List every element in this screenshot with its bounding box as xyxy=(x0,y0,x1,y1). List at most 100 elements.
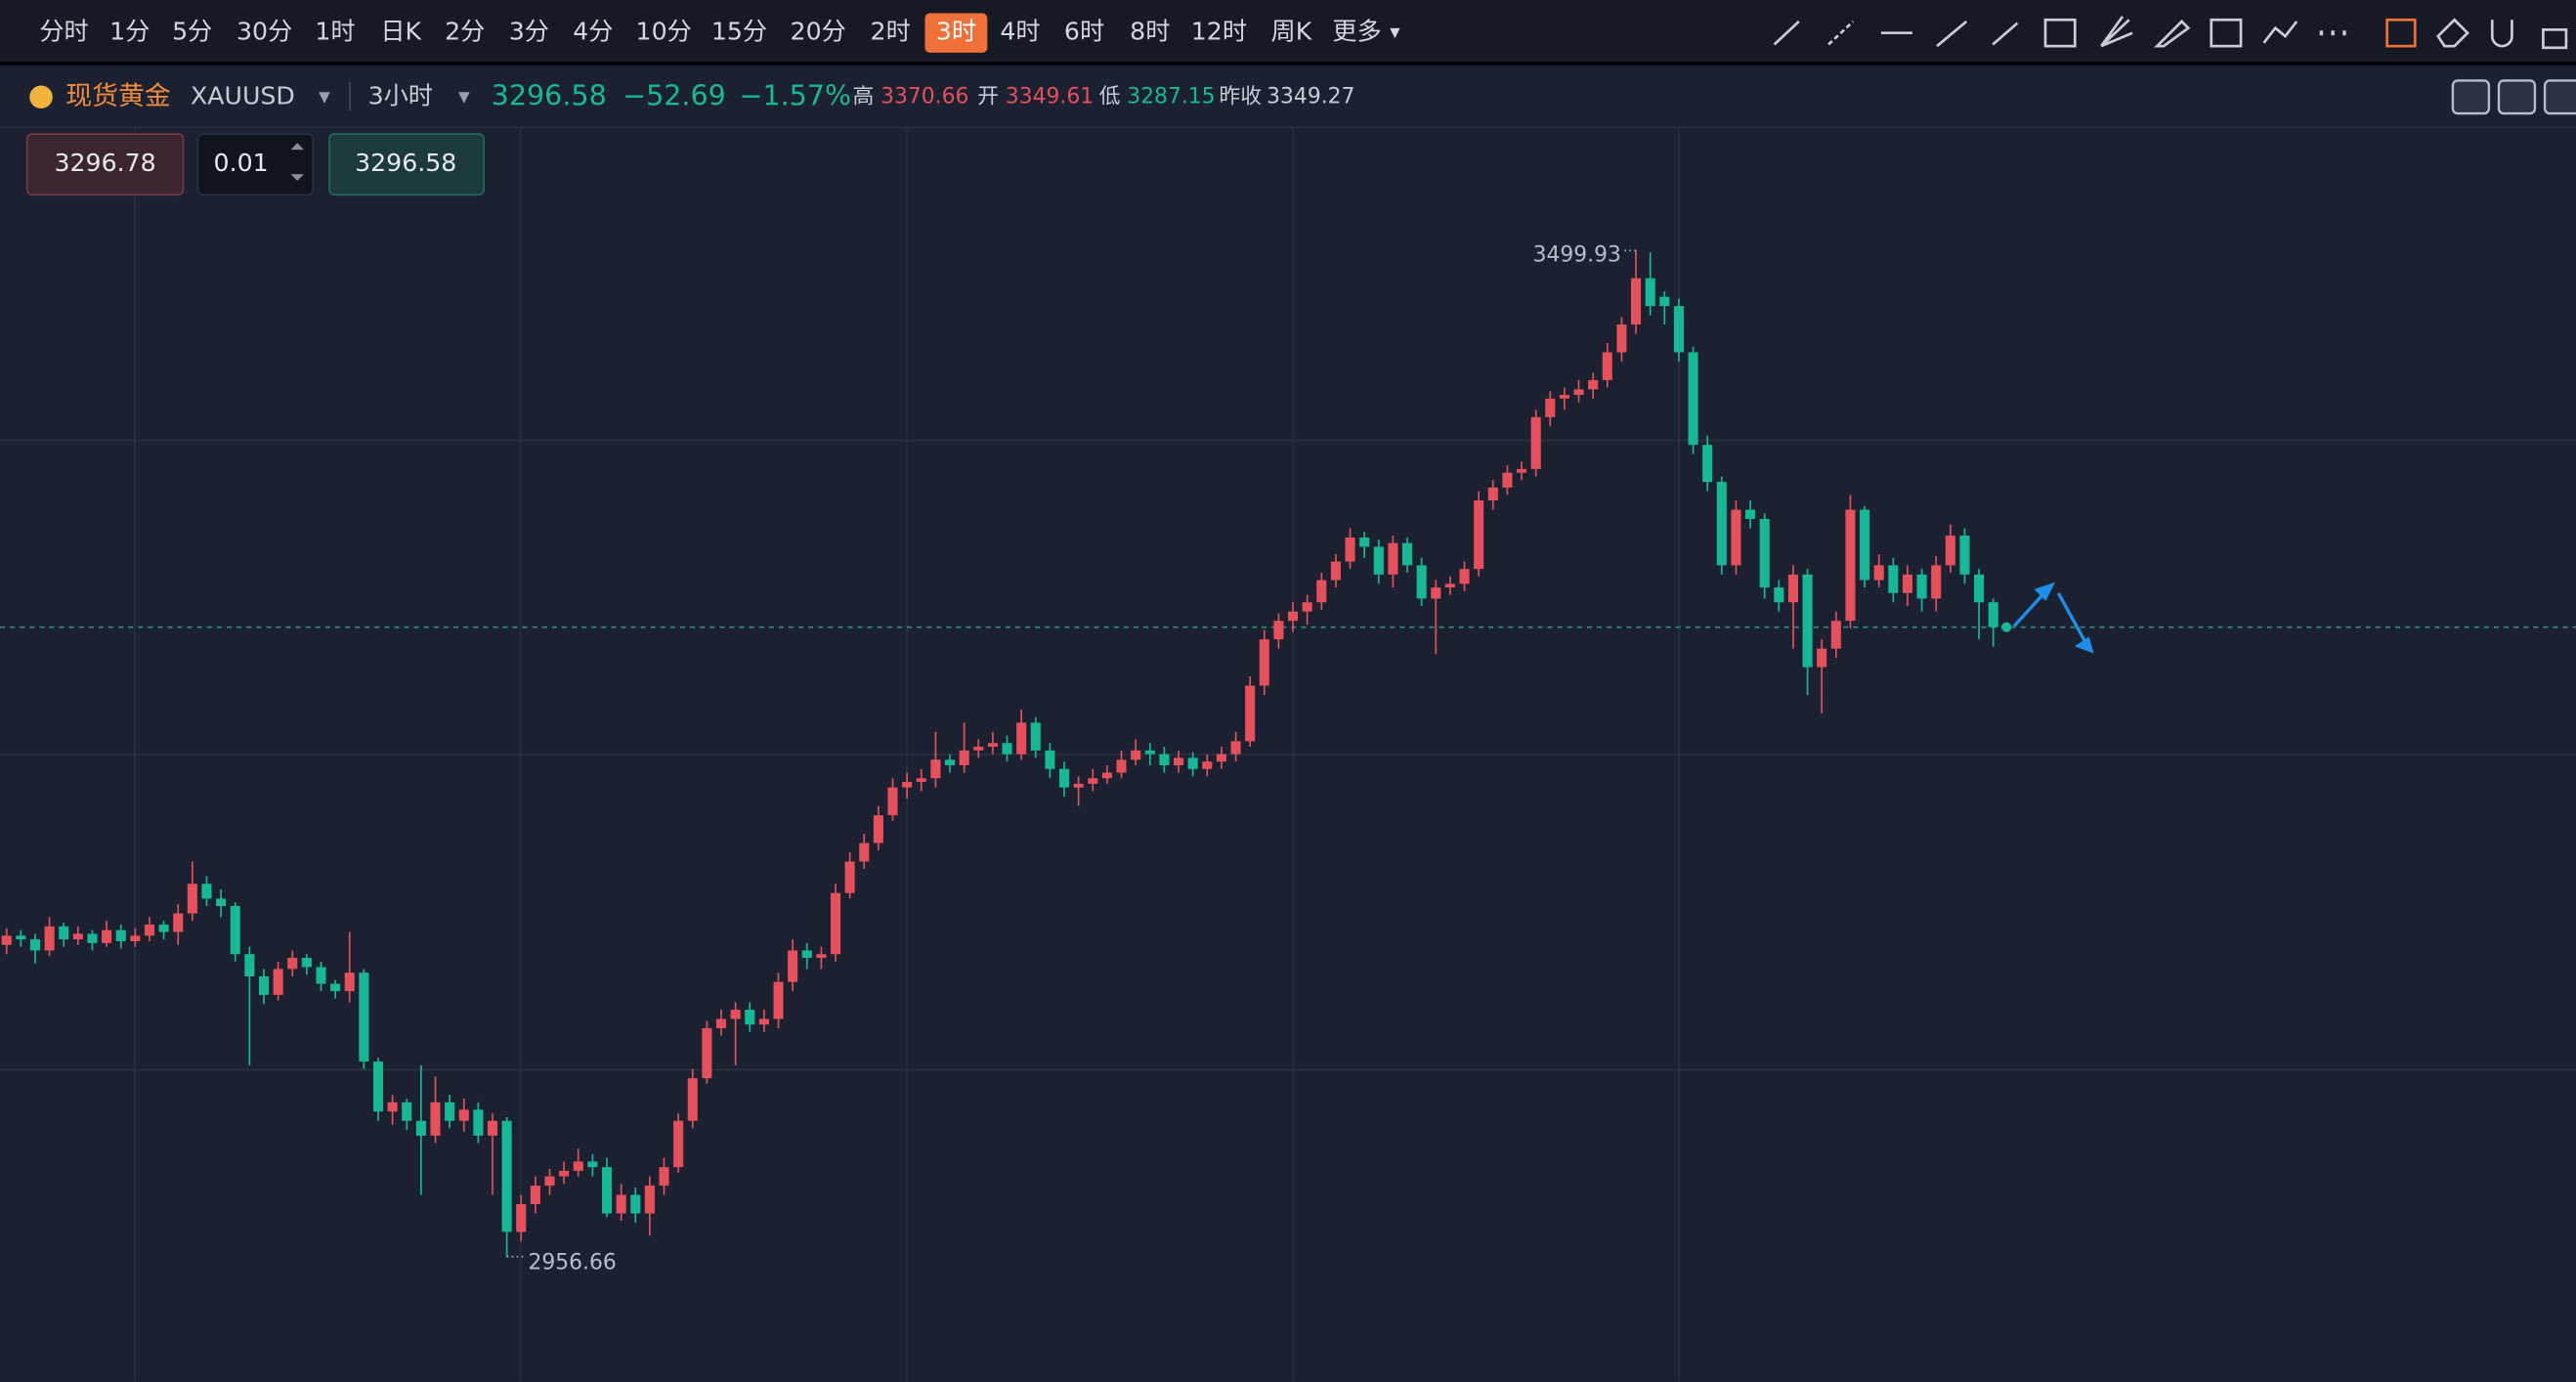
tool-icon[interactable] xyxy=(1936,20,1968,48)
interval-tab[interactable]: 8时 xyxy=(1130,18,1170,46)
dropdown-caret[interactable]: ▼ xyxy=(458,88,470,106)
candle-body xyxy=(1616,324,1627,353)
tool-icon[interactable] xyxy=(2490,20,2513,48)
interval-tab[interactable]: 1分 xyxy=(109,18,150,46)
interval-tab[interactable]: 2分 xyxy=(445,18,485,46)
candle-body xyxy=(258,975,270,995)
tool-icon[interactable] xyxy=(2043,18,2077,48)
candle-body xyxy=(1388,542,1398,575)
candle-body xyxy=(644,1186,655,1214)
interval-tab[interactable]: 更多 xyxy=(1332,18,1381,46)
interval-tab[interactable]: 日K xyxy=(380,18,422,46)
candle-body xyxy=(1431,587,1441,599)
interval-tab[interactable]: 30分 xyxy=(236,18,292,46)
interval-tab[interactable]: 2时 xyxy=(871,18,911,46)
candle-body xyxy=(1230,741,1241,755)
tool-icon[interactable] xyxy=(2542,28,2568,50)
interval-tab[interactable]: 15分 xyxy=(711,18,767,46)
high: 3370.66 xyxy=(880,84,968,108)
candle-body xyxy=(973,747,984,751)
arrowhead xyxy=(2074,636,2094,654)
sell-button[interactable] xyxy=(25,133,185,196)
candle-body xyxy=(1959,536,1970,575)
candle-body xyxy=(873,815,883,843)
interval-tab[interactable]: 4时 xyxy=(1000,18,1040,46)
candle-body xyxy=(1817,648,1827,668)
candle-body xyxy=(1144,750,1155,755)
tool-icon[interactable] xyxy=(2436,18,2469,48)
interval-tab[interactable]: 3时 xyxy=(936,18,976,46)
interval-tab[interactable]: 6时 xyxy=(1064,18,1104,46)
label: 低 xyxy=(1099,84,1121,108)
interval-tab[interactable]: 1时 xyxy=(315,18,355,46)
candle-body xyxy=(916,778,926,783)
tool-icon[interactable] xyxy=(1773,20,1800,46)
candle-body xyxy=(316,967,326,984)
tool-icon[interactable] xyxy=(2154,20,2191,48)
tool-icon[interactable] xyxy=(2210,18,2243,48)
candle-body xyxy=(1545,398,1556,417)
candle-body xyxy=(287,958,298,970)
candle-body xyxy=(1202,761,1213,769)
tool-icon[interactable] xyxy=(1992,22,2019,46)
candle-body xyxy=(44,926,55,951)
candle-body xyxy=(1088,778,1098,784)
tool-icon[interactable] xyxy=(1827,20,1855,46)
dropdown-caret[interactable]: ▼ xyxy=(1390,26,1400,41)
candle-body xyxy=(1873,565,1884,581)
tool-icon[interactable] xyxy=(2385,18,2417,48)
candle-body xyxy=(730,1010,741,1019)
plot: 3499.93 2956.66 xyxy=(0,242,2576,1274)
tool-icon[interactable] xyxy=(2100,16,2133,48)
interval-tab[interactable]: 4分 xyxy=(573,18,613,46)
tool-button[interactable] xyxy=(2497,79,2537,115)
candle-body xyxy=(1702,445,1713,483)
candle-body xyxy=(1631,278,1642,325)
chart-tools[interactable] xyxy=(2451,79,2576,115)
candle-body xyxy=(1359,537,1370,547)
interval-tab[interactable]: 3分 xyxy=(509,18,549,46)
arrowhead xyxy=(2034,582,2056,601)
lot-input[interactable] xyxy=(196,133,315,196)
candle-body xyxy=(487,1120,498,1136)
candle-body xyxy=(773,981,784,1019)
active-tab[interactable] xyxy=(924,13,988,53)
interval-tab[interactable]: 10分 xyxy=(636,18,692,46)
candle-body xyxy=(573,1161,583,1171)
buy-button[interactable] xyxy=(328,133,485,196)
tool-button[interactable] xyxy=(2543,79,2576,115)
symbol-code: XAUUSD xyxy=(191,81,295,109)
candle-body xyxy=(1860,509,1870,581)
candle-body xyxy=(1002,743,1012,755)
drawing-tools[interactable] xyxy=(1773,16,2568,50)
sell-price[interactable]: 3296.78 xyxy=(54,149,155,177)
candle-body xyxy=(1101,772,1112,779)
candle-body xyxy=(587,1161,598,1168)
candle-body xyxy=(301,958,312,968)
tool-icon[interactable] xyxy=(2262,21,2298,44)
candle-body xyxy=(29,939,41,951)
candle-body xyxy=(59,926,69,940)
change-pct: −1.57% xyxy=(740,78,852,111)
candle-body xyxy=(158,924,169,932)
candle-body xyxy=(1745,509,1756,519)
candle-body xyxy=(16,935,26,940)
interval-tab[interactable]: 5分 xyxy=(172,18,212,46)
interval-tab[interactable]: 20分 xyxy=(791,18,846,46)
candle-body xyxy=(1974,574,1985,603)
candle-body xyxy=(445,1101,455,1121)
tool-button[interactable] xyxy=(2451,79,2491,115)
dropdown-caret[interactable]: ▼ xyxy=(319,88,330,106)
candle-body xyxy=(372,1061,384,1112)
interval-tab[interactable]: 分时 xyxy=(39,18,88,46)
candle-body xyxy=(859,842,870,862)
candle-body xyxy=(1330,561,1341,581)
candle-body xyxy=(816,954,827,959)
interval-tab[interactable]: 12时 xyxy=(1191,18,1247,46)
interval-tab[interactable]: 周K xyxy=(1270,18,1312,46)
candle-body xyxy=(402,1101,412,1121)
lot-value[interactable]: 0.01 xyxy=(214,149,269,177)
buy-price[interactable]: 3296.58 xyxy=(355,149,456,177)
